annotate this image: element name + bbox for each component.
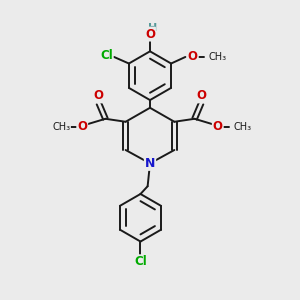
Text: CH₃: CH₃ <box>234 122 252 131</box>
Text: Cl: Cl <box>134 255 147 268</box>
Text: O: O <box>93 89 103 102</box>
Text: H: H <box>148 23 157 33</box>
Text: O: O <box>213 120 223 133</box>
Text: CH₃: CH₃ <box>52 122 70 131</box>
Text: O: O <box>188 50 198 63</box>
Text: O: O <box>145 28 155 40</box>
Text: CH₃: CH₃ <box>208 52 227 62</box>
Text: O: O <box>197 89 207 102</box>
Text: N: N <box>145 157 155 170</box>
Text: O: O <box>77 120 87 133</box>
Text: Cl: Cl <box>100 49 113 62</box>
